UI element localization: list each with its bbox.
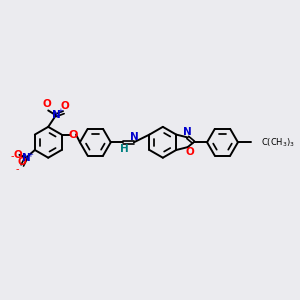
Text: N: N xyxy=(183,127,192,137)
Text: O: O xyxy=(13,150,22,160)
Text: +: + xyxy=(57,108,63,114)
Text: O: O xyxy=(68,130,78,140)
Text: -: - xyxy=(11,151,14,161)
Text: H: H xyxy=(120,144,129,154)
Text: +: + xyxy=(27,152,33,158)
Text: N: N xyxy=(130,133,139,142)
Text: N: N xyxy=(22,153,31,163)
Text: O: O xyxy=(18,158,27,167)
Text: -: - xyxy=(16,164,19,174)
Text: C(CH$_3$)$_3$: C(CH$_3$)$_3$ xyxy=(261,136,295,148)
Text: O: O xyxy=(60,101,69,111)
Text: O: O xyxy=(185,147,194,157)
Text: O: O xyxy=(43,100,52,110)
Text: N: N xyxy=(52,110,60,120)
